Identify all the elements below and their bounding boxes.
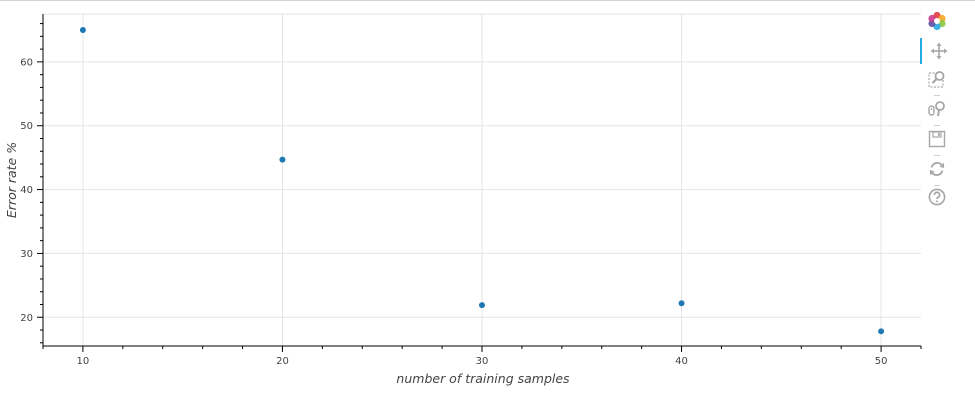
grid-lines <box>43 13 921 346</box>
y-axis-title: Error rate % <box>4 142 19 218</box>
reset-tool-button[interactable] <box>920 156 954 182</box>
x-tick-label: 20 <box>276 356 289 367</box>
box-zoom-tool-button[interactable] <box>920 66 954 92</box>
box-zoom-icon <box>928 71 945 88</box>
pan-tool-button[interactable] <box>920 38 956 64</box>
data-point <box>678 300 685 307</box>
x-axis-title: number of training samples <box>396 371 570 386</box>
bokeh-logo-icon <box>928 11 946 31</box>
x-tick-label: 30 <box>476 356 489 367</box>
y-axis-ticks: 20 30 40 50 60 <box>20 23 43 344</box>
data-point <box>479 302 485 309</box>
y-tick-label: 40 <box>20 185 33 196</box>
y-tick-label: 50 <box>20 121 33 132</box>
toolbar-separator <box>934 185 940 186</box>
save-tool-button[interactable] <box>920 126 954 152</box>
y-tick-label: 30 <box>20 249 33 260</box>
x-tick-label: 50 <box>875 356 888 367</box>
x-tick-label: 40 <box>675 356 688 367</box>
toolbar-separator <box>934 155 940 156</box>
axes: 20 30 40 50 60 10 20 30 40 50 <box>20 14 922 367</box>
wheel-zoom-tool-button[interactable] <box>920 96 954 122</box>
wheel-zoom-icon <box>928 101 945 117</box>
top-border <box>0 0 975 1</box>
help-tool-button[interactable] <box>920 184 954 210</box>
x-axis-ticks: 10 20 30 40 50 <box>42 346 922 367</box>
bokeh-logo[interactable] <box>920 8 954 34</box>
y-tick-label: 20 <box>20 313 33 324</box>
data-point <box>878 328 885 335</box>
help-icon <box>928 188 946 206</box>
toolbar-separator <box>934 95 940 96</box>
x-tick-label: 10 <box>77 356 90 367</box>
toolbar-separator <box>934 125 940 126</box>
reset-icon <box>929 162 945 176</box>
data-point <box>79 26 86 33</box>
save-icon <box>928 130 946 148</box>
y-tick-label: 60 <box>20 57 33 68</box>
pan-icon <box>930 42 948 60</box>
data-points <box>79 26 885 335</box>
data-point <box>279 156 286 163</box>
